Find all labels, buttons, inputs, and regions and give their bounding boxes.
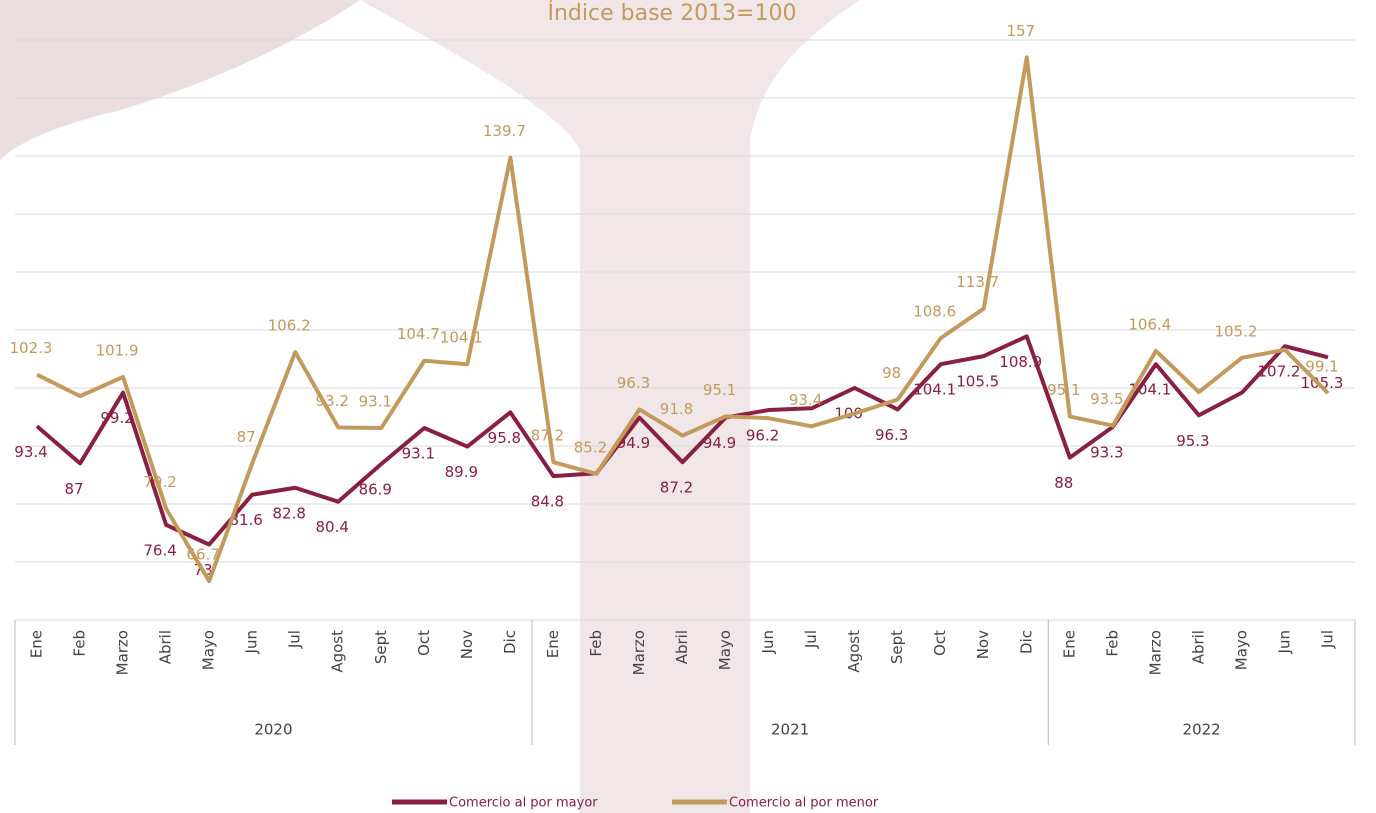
x-tick-label: Mayo <box>716 630 734 670</box>
data-label: 88 <box>1054 474 1073 492</box>
x-tick-label: Ene <box>28 630 46 658</box>
data-label: 87.2 <box>660 479 693 497</box>
x-tick-label: Jun <box>1275 630 1293 654</box>
data-label: 104.1 <box>440 329 483 347</box>
data-label: 93.5 <box>1090 390 1123 408</box>
data-label: 104.7 <box>397 325 440 343</box>
data-label: 93.1 <box>402 445 435 463</box>
data-label: 94.9 <box>703 434 736 452</box>
data-label: 102.3 <box>10 339 53 357</box>
data-label: 139.7 <box>483 122 526 140</box>
data-label: 107.2 <box>1257 363 1300 381</box>
data-label: 99.2 <box>100 409 133 427</box>
data-label: 93.4 <box>789 391 822 409</box>
data-label: 87 <box>237 428 256 446</box>
data-label: 84.8 <box>531 493 564 511</box>
x-tick-label: Mayo <box>200 630 218 670</box>
data-label: 96.2 <box>746 427 779 445</box>
data-label: 76.4 <box>143 541 176 559</box>
data-label: 96.3 <box>617 374 650 392</box>
x-tick-label: Feb <box>1103 630 1121 657</box>
data-label: 104.1 <box>913 381 956 399</box>
data-label: 157 <box>1006 22 1035 40</box>
x-tick-label: Agost <box>845 630 863 673</box>
data-label: 96.3 <box>875 426 908 444</box>
data-label: 93.4 <box>14 443 47 461</box>
x-tick-label: Dic <box>1017 630 1035 654</box>
data-label: 93.1 <box>359 393 392 411</box>
x-tick-label: Marzo <box>630 630 648 675</box>
x-tick-label: Abril <box>673 630 691 664</box>
group-label: 2022 <box>1183 721 1221 739</box>
group-label: 2021 <box>771 721 809 739</box>
data-label: 95.8 <box>488 429 521 447</box>
chart: Índice base 2013=100 Ene Feb Marzo Abril May… <box>0 0 1376 813</box>
data-label: 101.9 <box>96 341 139 359</box>
data-label: 91.8 <box>660 400 693 418</box>
x-tick-label: Oct <box>415 630 433 656</box>
data-label: 95.3 <box>1176 432 1209 450</box>
x-tick-label: Nov <box>458 630 476 659</box>
chart-title: Índice base 2013=100 <box>548 0 797 26</box>
data-label: 85.2 <box>574 438 607 456</box>
data-label: 105.5 <box>956 373 999 391</box>
x-tick-label: Marzo <box>114 630 132 675</box>
data-label: 93.2 <box>316 392 349 410</box>
data-label: 108.9 <box>999 353 1042 371</box>
data-label: 80.4 <box>316 518 349 536</box>
data-label: 113.7 <box>956 273 999 291</box>
x-tick-label: Jun <box>243 630 261 654</box>
legend-label: Comercio al por mayor <box>449 796 598 811</box>
data-label: 105.2 <box>1214 322 1257 340</box>
data-label: 106.4 <box>1128 315 1171 333</box>
data-label: 99.1 <box>1305 358 1338 376</box>
x-tick-label: Jul <box>286 630 304 649</box>
x-tick-label: Jun <box>759 630 777 654</box>
x-tick-label: Jul <box>802 630 820 649</box>
x-tick-label: Dic <box>501 630 519 654</box>
data-label: 79.2 <box>143 473 176 491</box>
data-label: 82.8 <box>272 504 305 522</box>
x-tick-label: Mayo <box>1232 630 1250 670</box>
data-label: 66.7 <box>186 546 219 564</box>
x-tick-label: Feb <box>587 630 605 657</box>
x-tick-label: Abril <box>1189 630 1207 664</box>
x-tick-label: Sept <box>888 630 906 664</box>
x-tick-label: Feb <box>71 630 89 657</box>
data-label: 87.2 <box>531 427 564 445</box>
x-tick-label: Jul <box>1319 630 1337 649</box>
data-label: 87 <box>64 480 83 498</box>
x-tick-label: Oct <box>931 630 949 656</box>
x-tick-label: Nov <box>974 630 992 659</box>
data-label: 95.1 <box>703 381 736 399</box>
data-label: 108.6 <box>913 303 956 321</box>
data-label: 86.9 <box>359 480 392 498</box>
x-tick-label: Ene <box>544 630 562 658</box>
x-tick-label: Marzo <box>1146 630 1164 675</box>
legend-label: Comercio al por menor <box>729 796 879 811</box>
data-label: 93.3 <box>1090 443 1123 461</box>
data-label: 95.1 <box>1047 381 1080 399</box>
data-label: 89.9 <box>445 463 478 481</box>
group-label: 2020 <box>254 721 292 739</box>
decor-band <box>360 0 860 813</box>
x-tick-label: Agost <box>329 630 347 673</box>
data-label: 106.2 <box>268 317 311 335</box>
x-tick-label: Abril <box>157 630 175 664</box>
x-tick-label: Sept <box>372 630 390 664</box>
x-tick-label: Ene <box>1060 630 1078 658</box>
decor-shape <box>0 0 360 160</box>
data-label: 98 <box>882 364 901 382</box>
